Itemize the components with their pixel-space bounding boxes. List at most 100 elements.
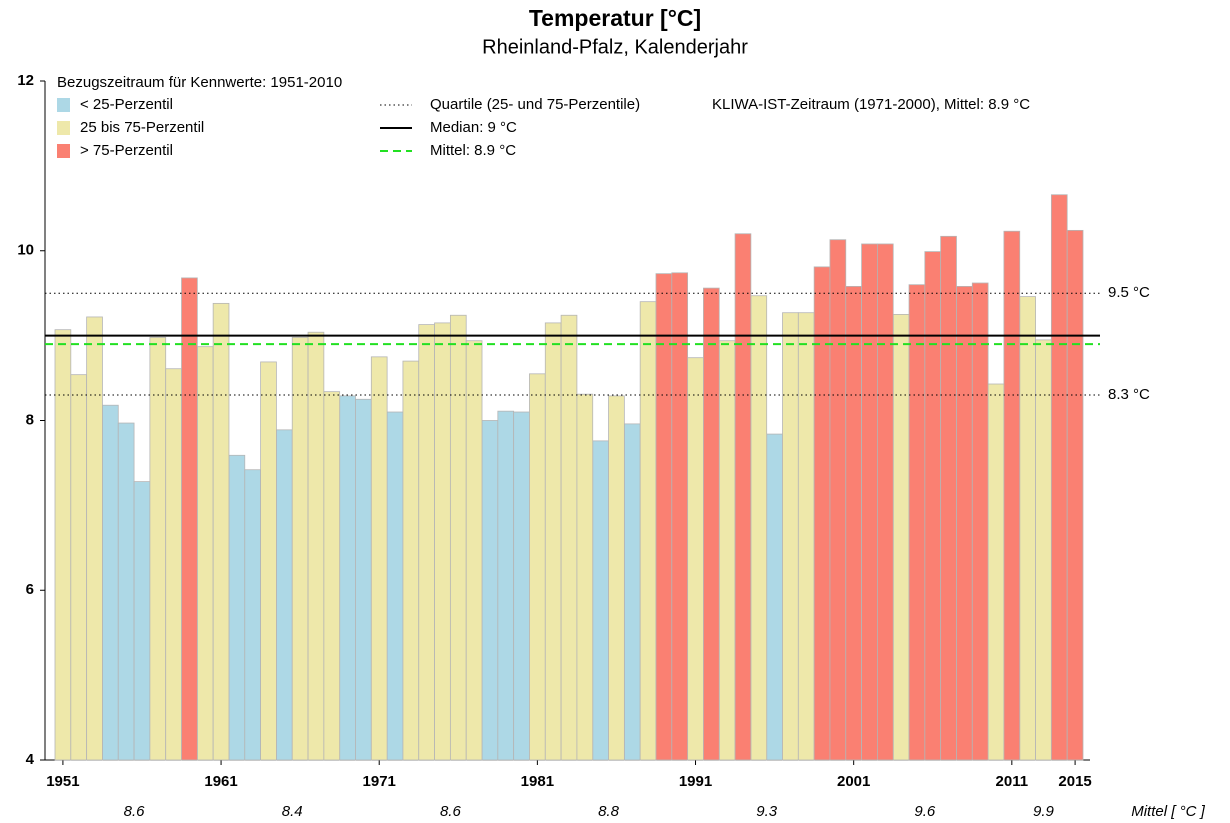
bar <box>1050 194 1068 761</box>
bar <box>165 368 182 761</box>
bar <box>70 374 88 761</box>
bar <box>86 316 103 761</box>
reference-label: 8.3 °C <box>1108 386 1150 403</box>
y-tick-label: 10 <box>17 242 34 259</box>
period-mean: 8.6 <box>124 803 146 820</box>
x-tick-label: 1981 <box>521 773 554 790</box>
y-tick-label: 8 <box>26 411 34 428</box>
bar <box>877 243 894 761</box>
bar <box>813 266 831 761</box>
period-means-label: Mittel [ °C ] <box>1131 803 1205 820</box>
x-tick-label: 2001 <box>837 773 870 790</box>
bar <box>418 324 435 761</box>
bar <box>339 395 356 761</box>
period-mean: 9.9 <box>1033 803 1055 820</box>
x-tick-label: 1971 <box>363 773 396 790</box>
bar <box>782 312 799 761</box>
x-tick-label: 1961 <box>204 773 237 790</box>
legend-label: 25 bis 75-Perzentil <box>80 119 204 136</box>
bar <box>861 243 878 761</box>
bar <box>449 314 467 761</box>
bar <box>1035 339 1052 761</box>
legend-label: Mittel: 8.9 °C <box>430 142 516 159</box>
bar <box>497 410 515 761</box>
bar <box>576 393 594 761</box>
bar <box>1066 229 1084 761</box>
bar <box>956 285 973 761</box>
bar <box>133 481 151 761</box>
period-mean: 8.6 <box>440 803 462 820</box>
y-tick-label: 12 <box>17 72 34 89</box>
bar <box>386 411 404 761</box>
legend-label: Median: 9 °C <box>430 119 517 136</box>
bar <box>102 404 119 761</box>
bar <box>639 301 657 761</box>
x-tick-label: 1951 <box>46 773 79 790</box>
bar <box>323 391 341 761</box>
period-mean: 9.3 <box>756 803 778 820</box>
bar <box>940 235 957 761</box>
y-tick-label: 6 <box>26 581 34 598</box>
bar <box>402 360 420 761</box>
bar <box>149 336 167 761</box>
bar <box>117 422 135 761</box>
bar <box>228 454 246 761</box>
y-tick-label: 4 <box>26 751 35 768</box>
bar <box>766 433 783 761</box>
bar <box>465 340 483 761</box>
bar <box>291 336 309 761</box>
bar <box>797 312 815 761</box>
legend-swatch <box>57 144 70 158</box>
bar <box>560 314 578 761</box>
bar <box>54 329 72 761</box>
bar <box>655 273 673 761</box>
legend-label: < 25-Perzentil <box>80 96 173 113</box>
bar <box>434 322 451 761</box>
period-mean: 8.8 <box>598 803 620 820</box>
bar <box>845 285 862 761</box>
bar <box>592 440 609 761</box>
legend-label: Quartile (25- und 75-Perzentile) <box>430 96 640 113</box>
bar <box>355 398 372 761</box>
legend-label: > 75-Perzentil <box>80 142 173 159</box>
legend-swatch <box>57 98 70 112</box>
bar <box>212 302 230 761</box>
bar <box>623 423 641 761</box>
bar <box>734 233 752 761</box>
chart-subtitle: Rheinland-Pfalz, Kalenderjahr <box>482 36 748 58</box>
bar <box>513 411 530 761</box>
period-mean: 8.4 <box>282 803 303 820</box>
chart-title: Temperatur [°C] <box>529 5 701 31</box>
bar <box>971 282 989 761</box>
bar <box>1003 230 1021 761</box>
bar <box>829 239 847 761</box>
bar <box>892 314 910 761</box>
legend-swatch <box>57 121 70 135</box>
bar <box>481 420 499 761</box>
bar <box>276 429 293 761</box>
bar <box>671 272 689 761</box>
bar <box>370 356 388 761</box>
bar <box>718 340 736 761</box>
bar <box>181 277 198 761</box>
x-tick-label: 2011 <box>996 773 1029 790</box>
x-tick-label: 2015 <box>1058 773 1091 790</box>
x-tick-label: 1991 <box>679 773 712 790</box>
bar <box>703 287 720 761</box>
reference-label: 9.5 °C <box>1108 284 1150 301</box>
bar <box>987 383 1005 761</box>
bar <box>544 322 562 761</box>
bar <box>608 395 625 761</box>
bar <box>908 284 926 761</box>
reference-period: Bezugszeitraum für Kennwerte: 1951-2010 <box>57 74 342 91</box>
bar <box>244 469 262 761</box>
bar <box>750 295 768 761</box>
bar <box>687 357 704 761</box>
bar <box>307 331 325 761</box>
period-mean: 9.6 <box>914 803 936 820</box>
bar <box>924 251 942 761</box>
kliwa-note: KLIWA-IST-Zeitraum (1971-2000), Mittel: … <box>712 96 1030 113</box>
bar <box>260 361 277 761</box>
bar <box>529 373 546 761</box>
